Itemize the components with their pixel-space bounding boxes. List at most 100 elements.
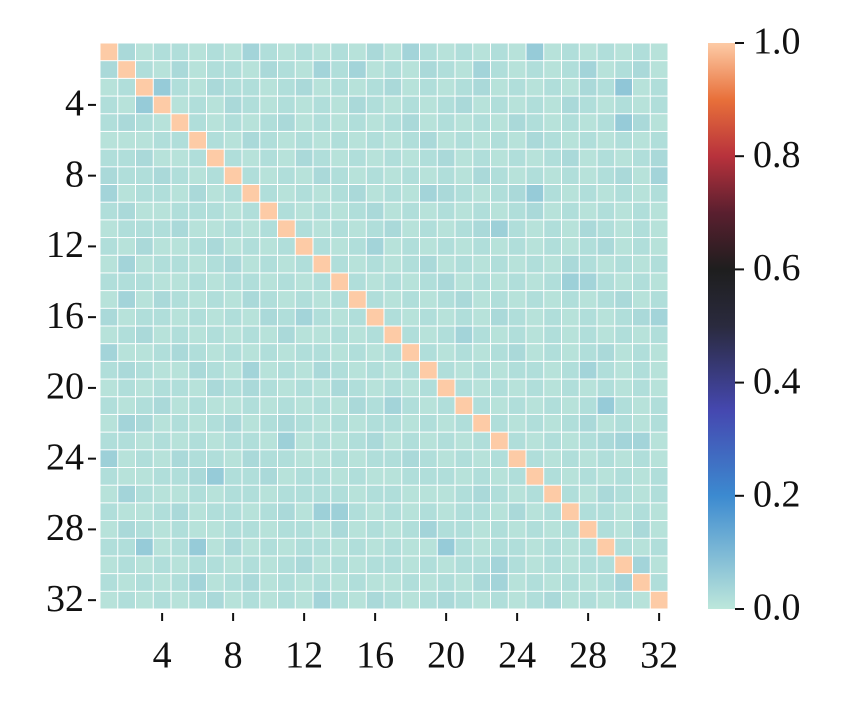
heatmap-cell [260,202,277,220]
heatmap-cell [349,96,366,114]
heatmap-cell [437,308,455,326]
heatmap-cell [420,308,437,326]
heatmap-cell [437,503,455,521]
heatmap-cell [349,414,366,432]
heatmap-cell [473,432,490,450]
heatmap-cell [207,167,224,184]
heatmap-cell [260,114,277,131]
heatmap-cell [650,379,668,397]
heatmap-cell [437,202,455,220]
heatmap-cell [491,149,508,167]
heatmap-cell [384,273,402,291]
heatmap-cell [402,149,419,167]
heatmap-cell [171,185,189,202]
x-tick-label: 4 [153,635,172,677]
heatmap-cell [562,468,579,485]
heatmap-cell [491,114,508,131]
heatmap-cell [491,308,508,326]
heatmap-cell [100,273,118,291]
heatmap-cell [207,414,224,432]
heatmap-cell [136,538,153,556]
heatmap-cell [526,574,544,591]
heatmap-cell [384,291,402,308]
heatmap-cell [615,149,632,167]
heatmap-cell [597,291,615,308]
heatmap-cell [402,167,419,184]
heatmap-cell [313,556,331,574]
heatmap-cell [118,574,135,591]
heatmap-cell [260,255,277,273]
heatmap-cell [100,114,118,131]
heatmap-cell [402,273,419,291]
heatmap-cell [349,78,366,96]
x-tick-label: 20 [427,635,465,677]
heatmap-cell [526,397,544,414]
heatmap-cell [615,538,632,556]
heatmap-cell [136,556,153,574]
heatmap-cell [526,202,544,220]
heatmap-cell [544,78,561,96]
heatmap-cell [189,521,206,538]
heatmap-cell [437,344,455,361]
heatmap-cell [136,379,153,397]
heatmap-cell [455,96,473,114]
heatmap-cell [153,344,171,361]
heatmap-cell [473,521,490,538]
heatmap-cell [331,220,348,238]
heatmap-cell [331,432,348,450]
heatmap-cell [136,485,153,503]
heatmap-cell [455,485,473,503]
heatmap-cell [579,591,597,609]
heatmap-cell [207,468,224,485]
heatmap-cell [650,43,668,61]
heatmap-cell [295,361,313,379]
heatmap-cell [278,556,295,574]
heatmap-cell [260,521,277,538]
heatmap-cell [100,414,118,432]
heatmap-cell [473,397,490,414]
heatmap-cell [615,344,632,361]
heatmap-cell [278,43,295,61]
heatmap-cell [473,114,490,131]
heatmap-cell [349,556,366,574]
heatmap-cell [224,61,242,78]
heatmap-cell [349,503,366,521]
heatmap-cell [562,344,579,361]
heatmap-cell [597,414,615,432]
heatmap-cell [455,78,473,96]
heatmap-cell [313,185,331,202]
heatmap-cell [331,521,348,538]
heatmap-cell [224,255,242,273]
heatmap-cell [207,326,224,344]
heatmap-cell [260,131,277,149]
heatmap-cell [597,202,615,220]
heatmap-cell [579,414,597,432]
heatmap-cell [189,574,206,591]
heatmap-cell [278,131,295,149]
heatmap-cell [615,308,632,326]
heatmap-cell [544,485,561,503]
heatmap-cell [384,78,402,96]
heatmap-cell [402,308,419,326]
heatmap-cell [473,78,490,96]
heatmap-cell [420,114,437,131]
heatmap-cell [242,414,260,432]
heatmap-cell [313,414,331,432]
heatmap-cell [171,238,189,255]
heatmap-cell [562,556,579,574]
heatmap-cell [437,414,455,432]
heatmap-cell [171,114,189,131]
heatmap-cell [349,167,366,184]
heatmap-cell [402,61,419,78]
heatmap-cell [349,468,366,485]
heatmap-cell [473,167,490,184]
heatmap-cell [171,450,189,467]
heatmap-cell [526,43,544,61]
heatmap-cell [171,574,189,591]
heatmap-cell [473,273,490,291]
heatmap-cell [491,521,508,538]
heatmap-cell [153,503,171,521]
heatmap-cell [420,485,437,503]
heatmap-cell [526,485,544,503]
heatmap-cell [650,202,668,220]
